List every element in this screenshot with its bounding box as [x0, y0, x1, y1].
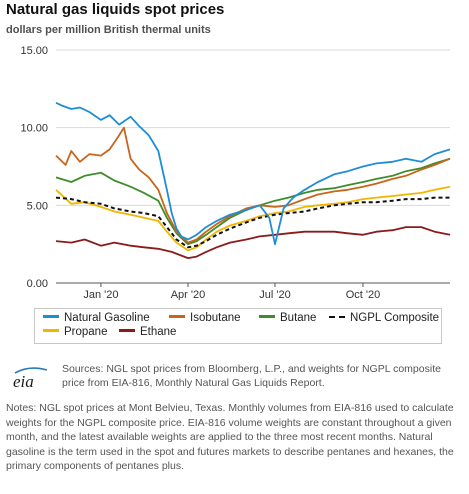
notes-text: Notes: NGL spot prices at Mont Belvieu, … [6, 402, 454, 472]
legend-label: Propane [64, 326, 108, 338]
series-line-butane [55, 157, 451, 246]
series-line-propane [55, 185, 451, 252]
legend-swatch [259, 315, 275, 319]
legend-label: Isobutane [190, 312, 241, 324]
legend-item-butane: Butane [259, 312, 316, 324]
sources-note: Sources: NGL spot prices from Bloomberg,… [62, 363, 441, 389]
legend-item-ethane: Ethane [119, 326, 176, 338]
legend-swatch [119, 329, 135, 333]
x-tick-label: Jan '20 [83, 289, 118, 300]
eia-logo: eia [13, 367, 48, 390]
series-line-ethane [55, 226, 451, 260]
legend-item-propane: Propane [43, 326, 107, 338]
chart-subtitle: dollars per million British thermal unit… [6, 24, 211, 36]
legend-item-natural-gasoline: Natural Gasoline [43, 312, 150, 324]
chart-title: Natural gas liquids spot prices [6, 1, 225, 18]
legend-swatch [43, 315, 59, 319]
chart-legend: Natural Gasoline Isobutane Butane NGPL Comp… [34, 308, 442, 344]
legend-swatch [43, 329, 59, 333]
svg-text:eia: eia [13, 372, 34, 390]
legend-label: Natural Gasoline [64, 312, 150, 324]
legend-label: NGPL Composite [350, 312, 440, 324]
x-tick-label: Jul '20 [259, 289, 290, 300]
legend-label: Ethane [140, 326, 177, 338]
y-tick-label: 15.00 [20, 45, 48, 57]
legend-swatch [169, 315, 185, 319]
series-line-natural-gasoline [55, 101, 451, 246]
y-tick-label: 0.00 [27, 278, 48, 290]
legend-item-isobutane: Isobutane [169, 312, 241, 324]
legend-item-ngpl-composite: NGPL Composite [329, 312, 439, 324]
line-chart: 0.00 5.00 10.00 15.00 Jan '20 Apr '20 Jul '20 O… [20, 45, 451, 300]
x-tick-label: Apr '20 [171, 289, 206, 300]
legend-swatch [329, 315, 345, 318]
x-tick-label: Oct '20 [346, 289, 381, 300]
legend-label: Butane [280, 312, 317, 324]
series-line-isobutane [55, 126, 451, 244]
series-line-ngpl-composite [55, 196, 450, 249]
y-tick-label: 10.00 [20, 123, 48, 135]
y-tick-label: 5.00 [27, 200, 48, 212]
